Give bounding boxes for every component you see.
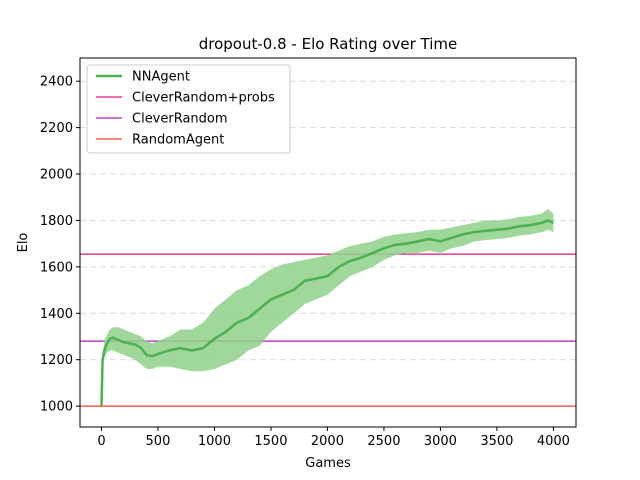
x-axis-label: Games: [305, 456, 351, 471]
y-tick-label: 1200: [40, 353, 73, 368]
x-axis-ticks: 0 500 1000 1500 2000 2500 3000 3500 4000: [97, 427, 570, 449]
x-tick-label: 0: [97, 434, 105, 449]
y-tick-label: 1800: [40, 214, 73, 229]
y-tick-label: 2000: [40, 168, 73, 183]
legend-label: CleverRandom: [132, 112, 228, 127]
y-tick-label: 2400: [40, 75, 73, 90]
legend-label: NNAgent: [132, 70, 190, 85]
legend: NNAgent CleverRandom+probs CleverRandom Ran…: [86, 64, 291, 154]
x-tick-label: 2000: [311, 434, 344, 449]
x-tick-label: 3500: [480, 434, 513, 449]
x-tick-label: 1000: [198, 434, 231, 449]
legend-label: CleverRandom+probs: [132, 91, 275, 106]
x-tick-label: 4000: [537, 434, 570, 449]
y-axis-ticks: 1000 1200 1400 1600 1800 2000 2200 2400: [40, 75, 80, 415]
chart-title: dropout-0.8 - Elo Rating over Time: [199, 35, 458, 53]
y-tick-label: 1400: [40, 307, 73, 322]
x-tick-label: 3000: [424, 434, 457, 449]
y-tick-label: 2200: [40, 121, 73, 136]
x-tick-label: 500: [146, 434, 171, 449]
plot-frame: [79, 57, 577, 428]
y-axis-label: Elo: [16, 233, 31, 253]
y-tick-label: 1600: [40, 260, 73, 275]
legend-box: [86, 64, 291, 154]
nnagent-confidence-band: [101, 208, 554, 407]
x-tick-label: 1500: [254, 434, 287, 449]
y-tick-label: 1000: [40, 400, 73, 415]
x-tick-label: 2500: [367, 434, 400, 449]
legend-label: RandomAgent: [132, 133, 224, 148]
nnagent-line: [100, 219, 554, 407]
